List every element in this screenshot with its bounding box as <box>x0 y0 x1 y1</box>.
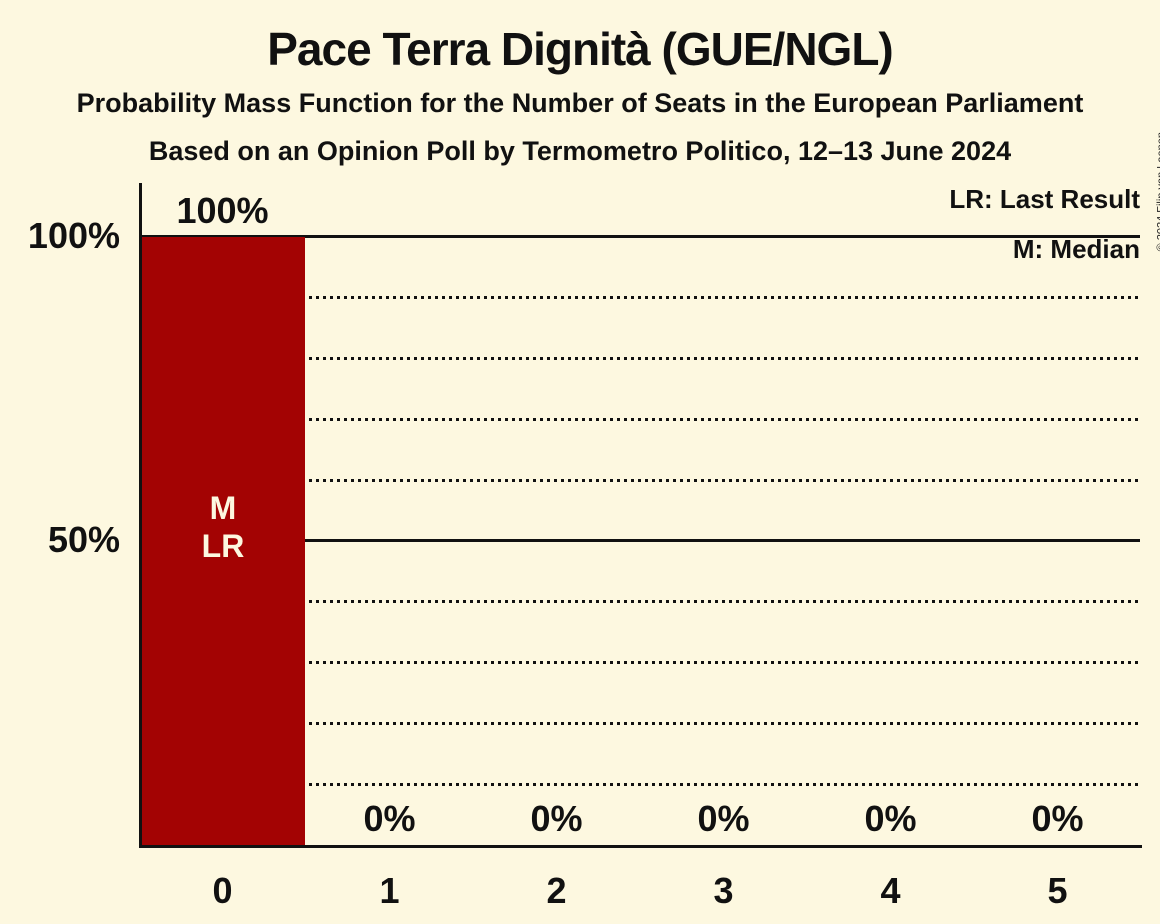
chart-subtitle: Probability Mass Function for the Number… <box>76 88 1084 118</box>
gridline-10pct <box>141 783 1140 786</box>
value-label-4: 0% <box>864 798 917 839</box>
copyright-notice: © 2024 Filip van Laenen <box>1155 132 1160 251</box>
bar-annotation-group: M LR <box>141 489 305 565</box>
value-label-3: 0% <box>697 798 750 839</box>
gridline-90pct <box>141 296 1140 299</box>
chart-title: Pace Terra Dignità (GUE/NGL) <box>267 23 894 75</box>
gridline-80pct <box>141 357 1140 360</box>
gridline-30pct <box>141 661 1140 664</box>
x-tick-label-2: 2 <box>546 870 567 911</box>
legend-median: M: Median <box>1012 234 1140 264</box>
value-label-5: 0% <box>1031 798 1084 839</box>
y-tick-label-100: 100% <box>27 215 120 256</box>
median-marker-label: M <box>209 490 237 526</box>
x-tick-label-0: 0 <box>212 870 233 911</box>
gridline-60pct <box>141 479 1140 482</box>
x-tick-label-1: 1 <box>379 870 400 911</box>
bar-seats-0 <box>141 237 305 845</box>
gridline-40pct <box>141 600 1140 603</box>
y-tick-label-50: 50% <box>47 519 120 560</box>
value-label-1: 0% <box>363 798 416 839</box>
x-tick-label-5: 5 <box>1047 870 1068 911</box>
chart-source-line: Based on an Opinion Poll by Termometro P… <box>148 136 1012 166</box>
x-tick-label-3: 3 <box>713 870 734 911</box>
value-label-2: 0% <box>530 798 583 839</box>
gridline-50pct <box>141 539 1140 542</box>
y-axis-line <box>139 183 142 848</box>
last-result-marker-label: LR <box>201 528 245 564</box>
gridline-20pct <box>141 722 1140 725</box>
legend-last-result: LR: Last Result <box>949 184 1140 214</box>
x-tick-label-4: 4 <box>880 870 901 911</box>
x-axis-line <box>139 845 1142 848</box>
gridline-70pct <box>141 418 1140 421</box>
gridline-100pct <box>141 235 1140 238</box>
value-label-0: 100% <box>176 190 269 231</box>
